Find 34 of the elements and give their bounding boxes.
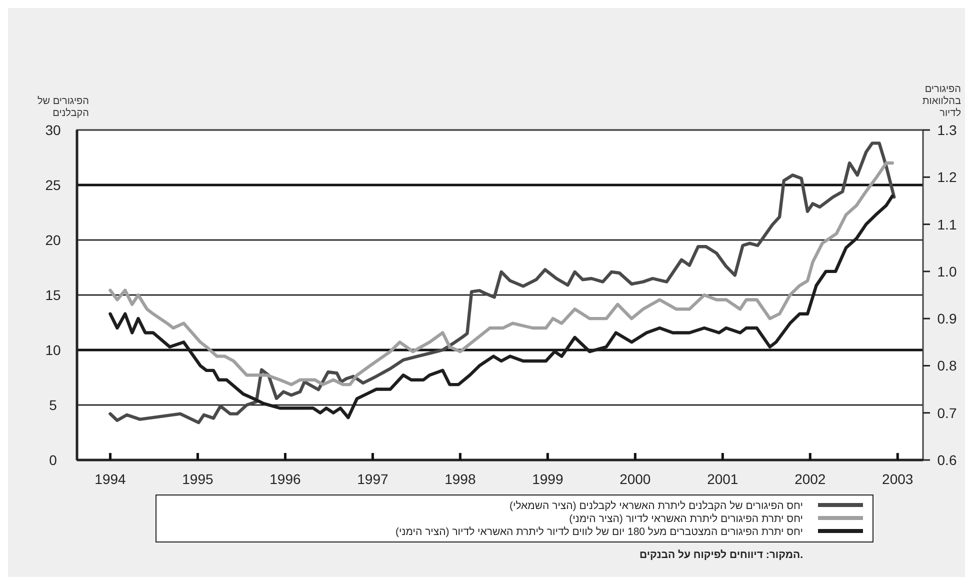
y-tick-label: 10	[45, 342, 61, 358]
line-series	[108, 161, 894, 386]
y2-tick-label: 0.7	[937, 404, 957, 421]
legend-label: יחס יתרת הפיגורים המצטברים מעל 180 יום של לווים לדיור ליתרת האשראי לדיור (הציר הימני)	[395, 526, 803, 538]
x-tick-label: 2003	[882, 471, 914, 487]
y2-tick-label: 0.6	[937, 452, 957, 468]
line-series	[108, 194, 894, 420]
x-tick-label: 1994	[94, 471, 126, 487]
y2-axis-title: הפיגורים בהלוואות לדיור	[922, 84, 962, 119]
y-tick-label: 0	[49, 452, 58, 468]
x-tick-label: 1996	[270, 471, 301, 487]
y-tick-label: 25	[45, 177, 61, 193]
y2-tick-label: 1.2	[937, 169, 957, 186]
y-axis-title: הפיגורים של הקבלנים	[37, 95, 89, 119]
y2-tick-label: 1.1	[937, 216, 957, 232]
x-tick-label: 1995	[182, 471, 214, 487]
y2-tick-label: 0.9	[937, 310, 957, 327]
y2-tick-label: 1.3	[937, 122, 957, 138]
y-tick-label: 5	[49, 397, 58, 413]
legend-label: יחס יתרת הפיגורים ליתרת האשראי לדיור (הציר הימני)	[569, 513, 803, 525]
text: המקור: דיווחים לפיקוח על הבנקים.	[640, 549, 804, 561]
x-tick-label: 1997	[357, 471, 388, 487]
y-tick-label: 15	[45, 287, 61, 303]
y-tick-label: 20	[45, 232, 61, 248]
x-tick-label: 2001	[707, 471, 738, 487]
y-tick-label: 30	[45, 122, 61, 138]
y2-tick-label: 0.8	[937, 358, 957, 374]
y2-tick-label: 1.0	[937, 263, 957, 280]
x-tick-label: 2002	[794, 471, 826, 487]
x-tick-label: 1998	[444, 471, 476, 487]
legend-label: יחס הפיגורים של הקבלנים ליתרת האשראי לקבלנים (הציר השמאלי)	[509, 500, 803, 512]
x-tick-label: 1999	[532, 471, 564, 487]
line-series	[108, 142, 896, 424]
x-tick-label: 2000	[620, 471, 651, 487]
